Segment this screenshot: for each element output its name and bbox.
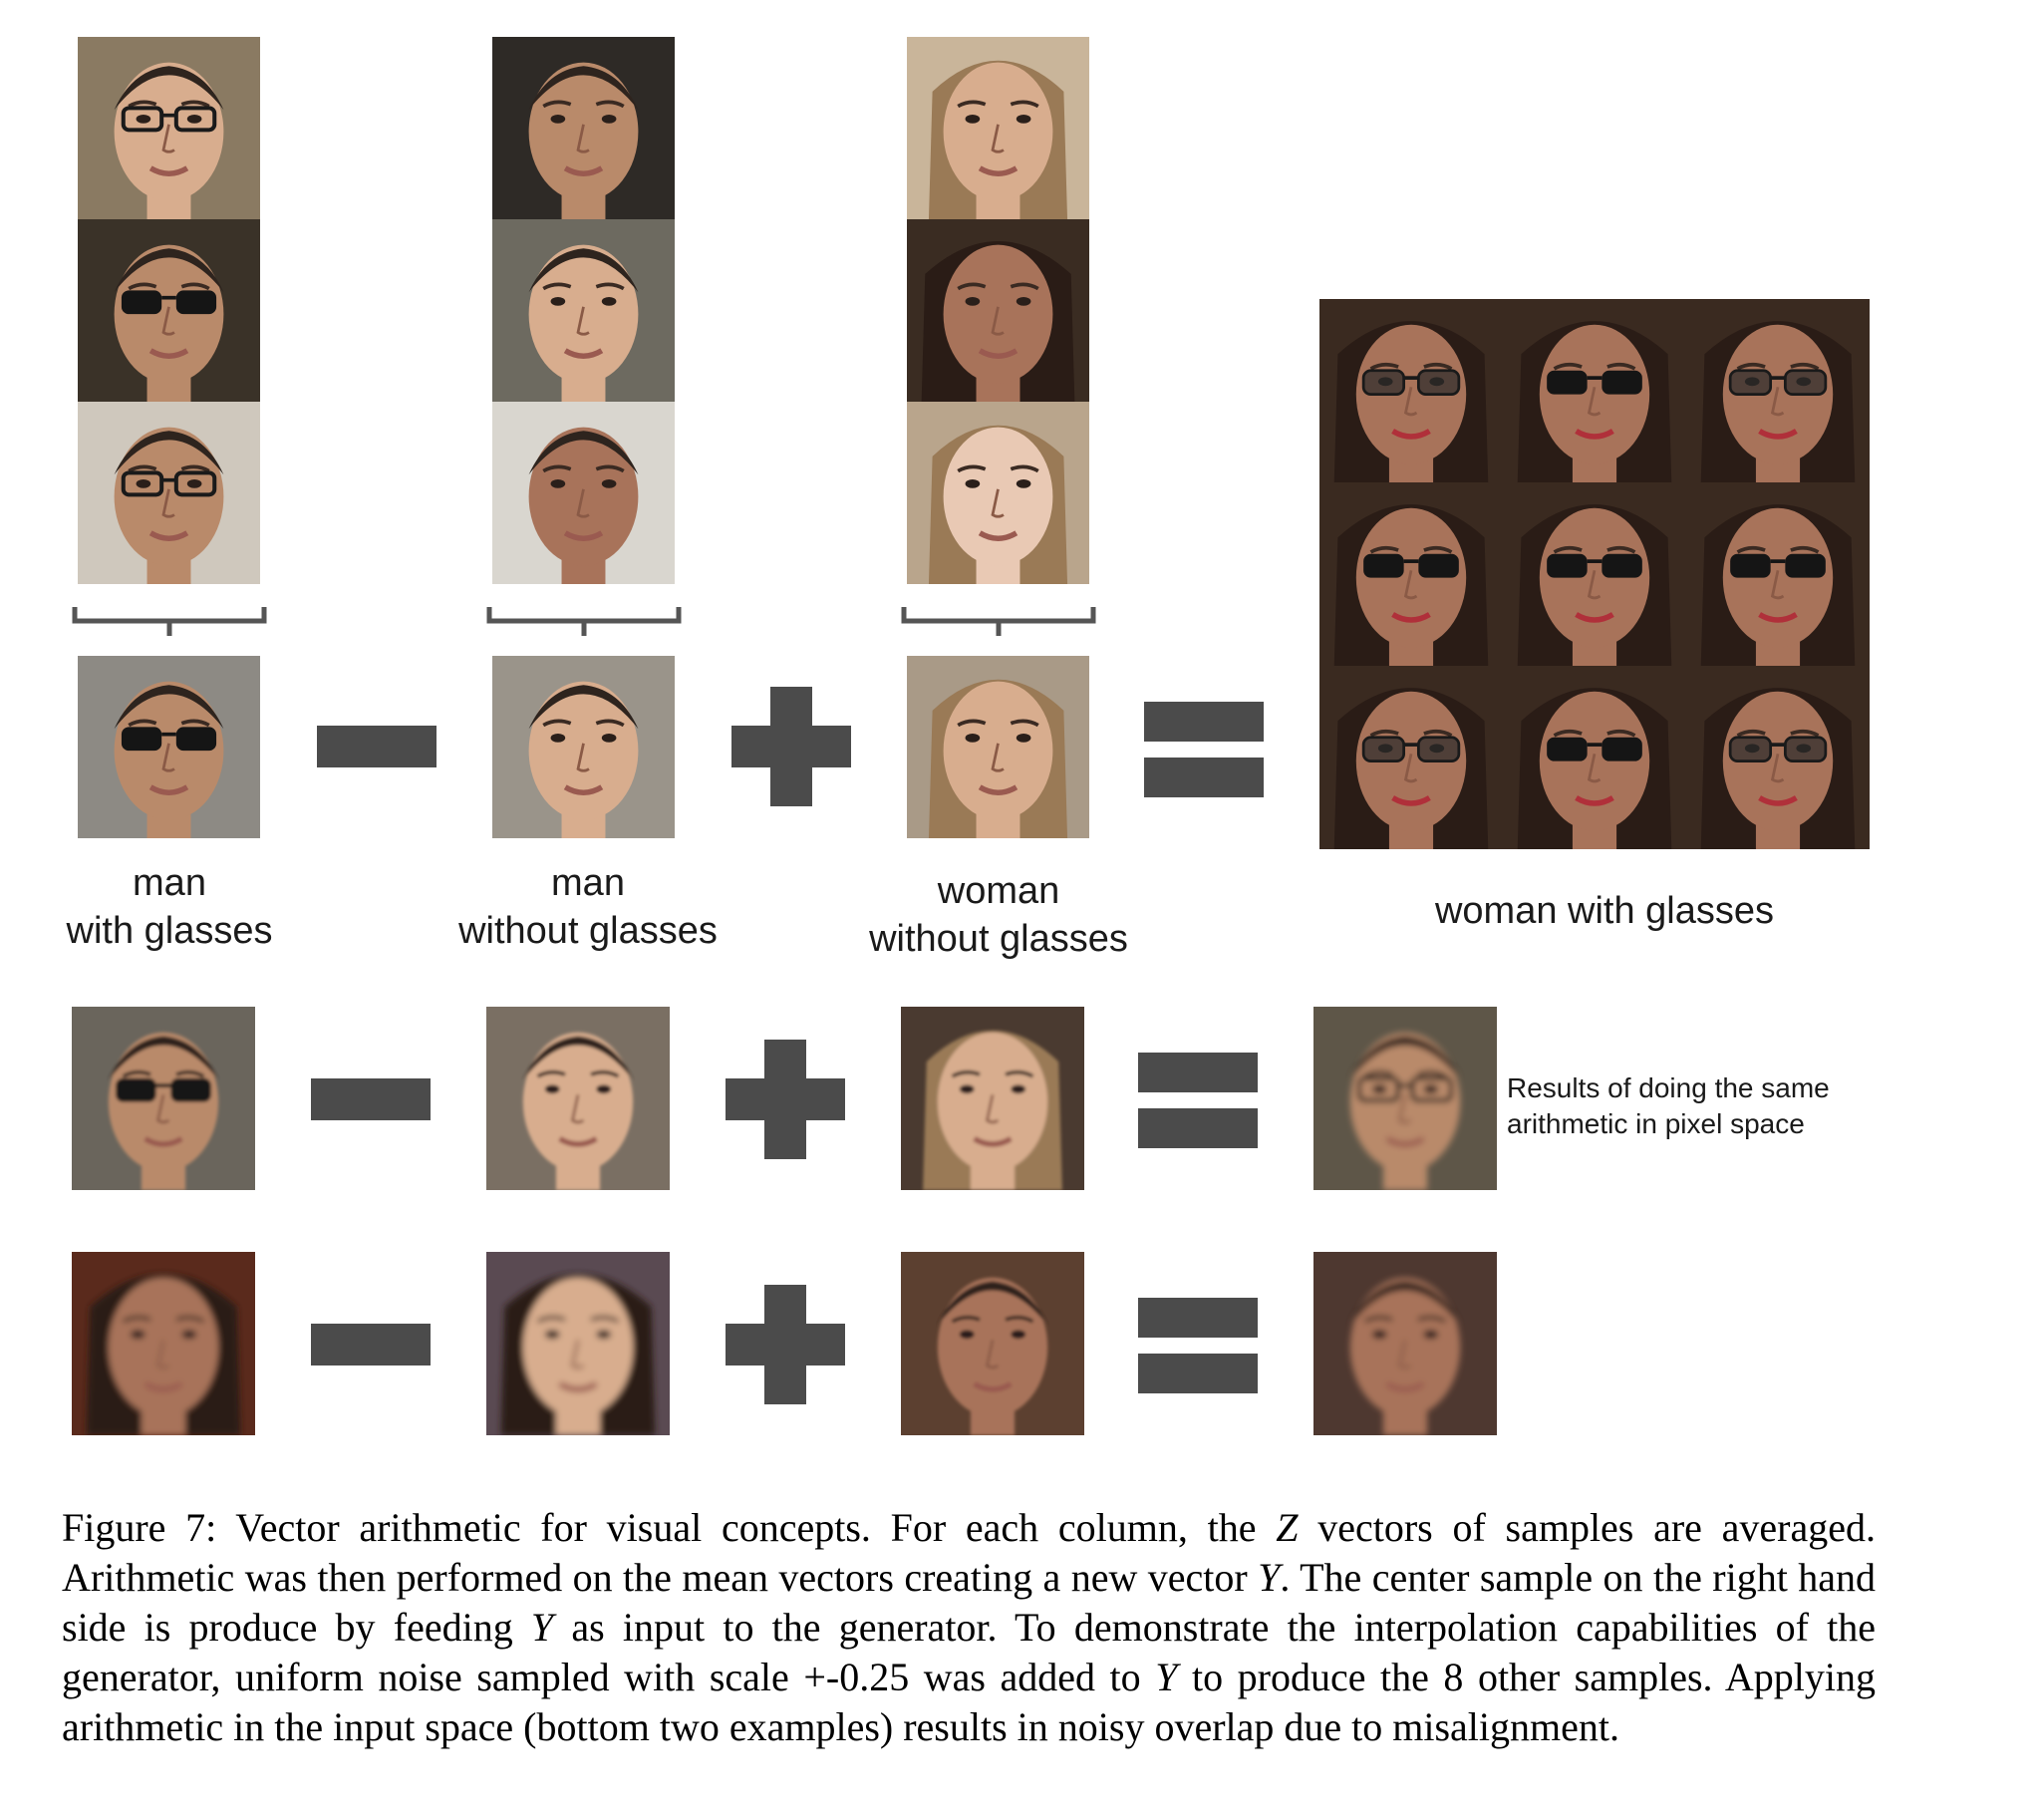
face-man-without-glasses-2 — [492, 219, 675, 402]
caption-variable: Z — [1276, 1505, 1299, 1550]
label-line: without glasses — [869, 918, 1128, 960]
result-face-6 — [1686, 482, 1870, 666]
label-line: without glasses — [458, 910, 718, 952]
minus-sign — [311, 1078, 431, 1120]
figure-caption: Figure 7: Vector arithmetic for visual c… — [62, 1503, 1876, 1752]
equals-sign-top — [1138, 1053, 1258, 1092]
result-face-4 — [1319, 482, 1503, 666]
face-man-with-glasses-2 — [78, 219, 260, 402]
pixel-result-face-2 — [1313, 1252, 1497, 1435]
result-face-1 — [1319, 299, 1503, 482]
bracket-group-3 — [901, 607, 1096, 636]
note-line: Results of doing the same — [1507, 1072, 1830, 1103]
label-man-without-glasses: man without glasses — [429, 859, 747, 955]
mean-face-man-without-glasses — [492, 656, 675, 838]
face-man-without-glasses-3 — [492, 402, 675, 584]
face-man-with-glasses-3 — [78, 402, 260, 584]
face-man-without-glasses-1 — [492, 37, 675, 219]
result-face-3 — [1686, 299, 1870, 482]
pixel-face-man-4 — [901, 1252, 1084, 1435]
bracket-group-2 — [486, 607, 682, 636]
caption-variable: Y — [1258, 1555, 1281, 1600]
label-man-with-glasses: man with glasses — [48, 859, 291, 955]
equals-sign-top — [1144, 702, 1264, 742]
caption-text: as input to the generator. To demonstrat… — [62, 1605, 1876, 1699]
face-man-with-glasses-1 — [78, 37, 260, 219]
result-face-2 — [1503, 299, 1686, 482]
bracket-group-1 — [72, 607, 267, 636]
mean-face-man-with-glasses — [78, 656, 260, 838]
caption-text: . The center sample on the right hand si… — [62, 1555, 1876, 1650]
caption-prefix: Figure 7: — [62, 1505, 217, 1550]
face-woman-without-glasses-1 — [907, 37, 1089, 219]
pixel-face-man-without-glasses — [486, 1007, 670, 1190]
result-face-8 — [1503, 666, 1686, 849]
label-line: man — [133, 862, 206, 904]
caption-text: vectors of samples are averaged. Arithme… — [62, 1505, 1877, 1600]
caption-variable: Y — [1155, 1655, 1178, 1699]
equals-sign-top — [1138, 1298, 1258, 1338]
pixel-result-face-1 — [1313, 1007, 1497, 1190]
plus-sign-v — [764, 1285, 806, 1404]
mean-face-woman-without-glasses — [907, 656, 1089, 838]
result-face-7 — [1319, 666, 1503, 849]
face-woman-without-glasses-3 — [907, 402, 1089, 584]
label-woman-with-glasses: woman with glasses — [1434, 890, 1775, 932]
pixel-space-note: Results of doing the same arithmetic in … — [1507, 1070, 1925, 1142]
equals-sign-bottom — [1138, 1108, 1258, 1148]
result-face-9 — [1686, 666, 1870, 849]
caption-text: Vector arithmetic for visual concepts. F… — [216, 1505, 1277, 1550]
label-line: man — [551, 862, 625, 904]
pixel-face-woman-2 — [72, 1252, 255, 1435]
pixel-face-woman-3 — [486, 1252, 670, 1435]
caption-text: to produce the 8 other samples. Applying… — [62, 1655, 1876, 1749]
minus-sign — [311, 1324, 431, 1365]
label-woman-without-glasses: woman without glasses — [839, 867, 1158, 963]
face-woman-without-glasses-2 — [907, 219, 1089, 402]
plus-sign-v — [770, 687, 812, 806]
plus-sign-v — [764, 1040, 806, 1159]
equals-sign-bottom — [1144, 758, 1264, 797]
pixel-face-woman-without-glasses — [901, 1007, 1084, 1190]
result-face-5-center — [1503, 482, 1686, 666]
pixel-face-man-with-glasses — [72, 1007, 255, 1190]
caption-variable: Y — [530, 1605, 554, 1650]
minus-sign — [317, 726, 437, 767]
equals-sign-bottom — [1138, 1354, 1258, 1393]
label-line: with glasses — [66, 910, 273, 952]
note-line: arithmetic in pixel space — [1507, 1108, 1805, 1139]
label-line: woman — [937, 870, 1060, 912]
